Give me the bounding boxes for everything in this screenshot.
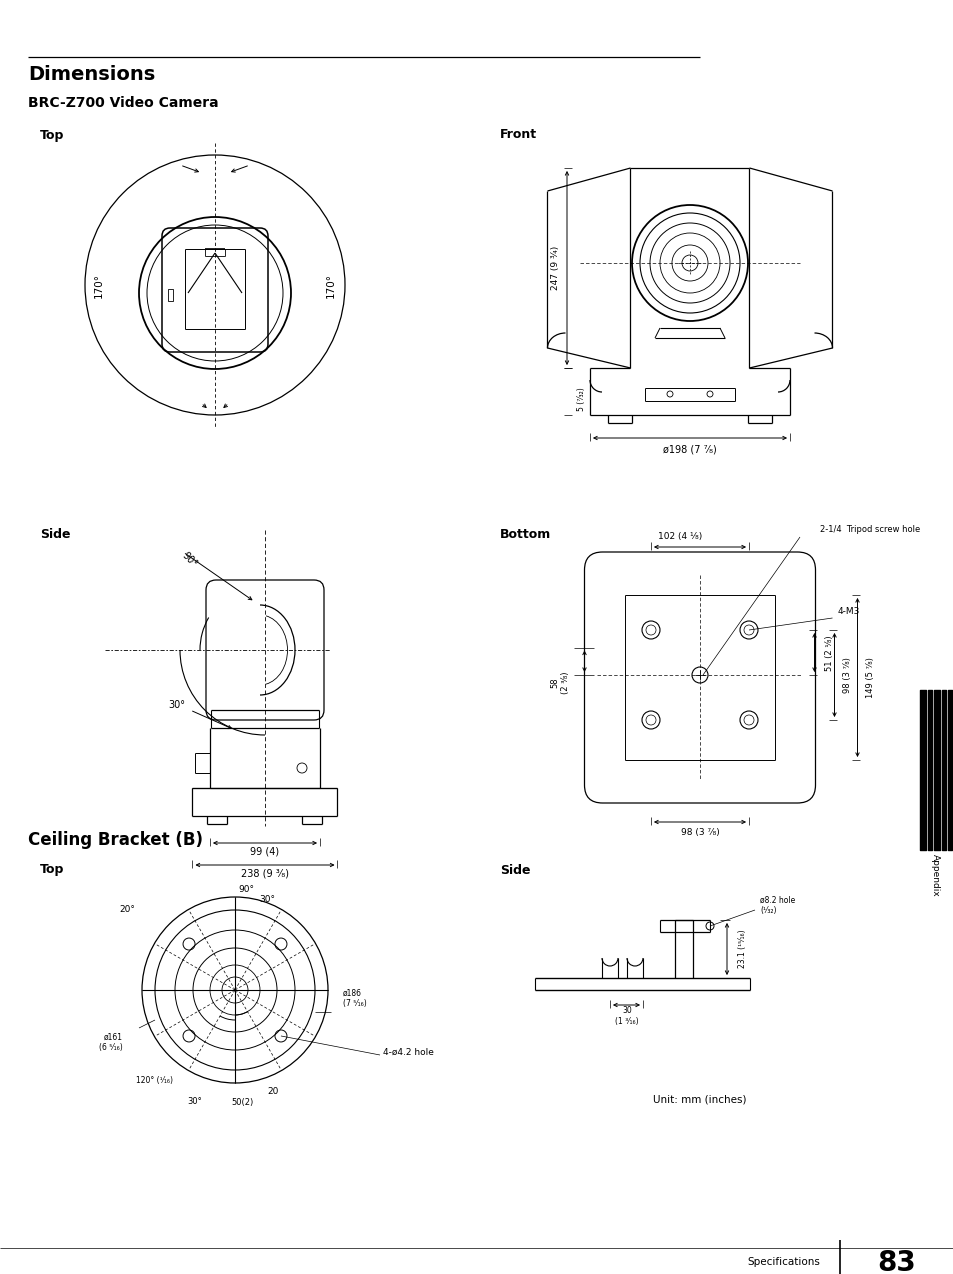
Text: 30°: 30° <box>169 699 185 710</box>
Text: 20: 20 <box>267 1088 278 1097</box>
Text: BRC-Z700 Video Camera: BRC-Z700 Video Camera <box>28 96 218 110</box>
Text: 51 (2 ¹⁄₈): 51 (2 ¹⁄₈) <box>824 636 833 671</box>
Text: 90°: 90° <box>237 885 253 894</box>
Text: 99 (4): 99 (4) <box>251 847 279 857</box>
Text: ø8.2 hole
(¹⁄₃₂): ø8.2 hole (¹⁄₃₂) <box>760 896 795 915</box>
Text: 170°: 170° <box>326 273 335 298</box>
Text: 30°: 30° <box>188 1097 202 1107</box>
Text: 120° (¹⁄₁₆): 120° (¹⁄₁₆) <box>136 1075 173 1084</box>
Text: 149 (5 ⁷⁄₈): 149 (5 ⁷⁄₈) <box>865 657 874 698</box>
Text: 23.1 (¹⁵⁄₁₆): 23.1 (¹⁵⁄₁₆) <box>738 930 747 968</box>
Text: 247 (9 ³⁄₄): 247 (9 ³⁄₄) <box>551 246 560 290</box>
Text: Specifications: Specifications <box>746 1257 820 1268</box>
Text: Top: Top <box>40 129 64 141</box>
Text: 4-ø4.2 hole: 4-ø4.2 hole <box>382 1047 434 1056</box>
Text: Dimensions: Dimensions <box>28 65 155 84</box>
Text: Side: Side <box>40 529 71 541</box>
Text: 98 (3 ⁷⁄₈): 98 (3 ⁷⁄₈) <box>842 657 851 693</box>
Text: Bottom: Bottom <box>499 529 551 541</box>
Text: 83: 83 <box>877 1249 916 1274</box>
Text: 170°: 170° <box>94 273 104 298</box>
Text: Front: Front <box>499 129 537 141</box>
Text: 238 (9 ³⁄₈): 238 (9 ³⁄₈) <box>241 869 289 879</box>
Text: 4-M3: 4-M3 <box>837 608 859 617</box>
Text: ø198 (7 ⁷⁄₈): ø198 (7 ⁷⁄₈) <box>662 445 716 454</box>
Text: Ceiling Bracket (B): Ceiling Bracket (B) <box>28 831 203 848</box>
Text: 90°: 90° <box>180 550 199 569</box>
Text: 30°: 30° <box>258 896 274 905</box>
Text: 2-1/4  Tripod screw hole: 2-1/4 Tripod screw hole <box>820 525 920 535</box>
Text: Unit: mm (inches): Unit: mm (inches) <box>653 1094 746 1105</box>
Text: 102 (4 ¹⁄₈): 102 (4 ¹⁄₈) <box>658 533 701 541</box>
Text: 5 (⁷⁄₃₂): 5 (⁷⁄₃₂) <box>577 387 586 412</box>
Text: ø161
(6 ⁵⁄₁₆): ø161 (6 ⁵⁄₁₆) <box>99 1032 123 1052</box>
Bar <box>168 289 172 301</box>
Text: 30
(1 ³⁄₁₆): 30 (1 ³⁄₁₆) <box>615 1006 639 1026</box>
Text: 20°: 20° <box>119 906 134 915</box>
Text: Side: Side <box>499 864 530 877</box>
Text: Appendix: Appendix <box>929 854 939 897</box>
Text: Top: Top <box>40 864 64 877</box>
Text: ø186
(7 ⁵⁄₁₆): ø186 (7 ⁵⁄₁₆) <box>343 989 366 1008</box>
Text: 58
(2 ³⁄₈): 58 (2 ³⁄₈) <box>550 671 570 694</box>
Text: 98 (3 ⁷⁄₈): 98 (3 ⁷⁄₈) <box>679 828 719 837</box>
Text: 50(2): 50(2) <box>232 1097 253 1107</box>
